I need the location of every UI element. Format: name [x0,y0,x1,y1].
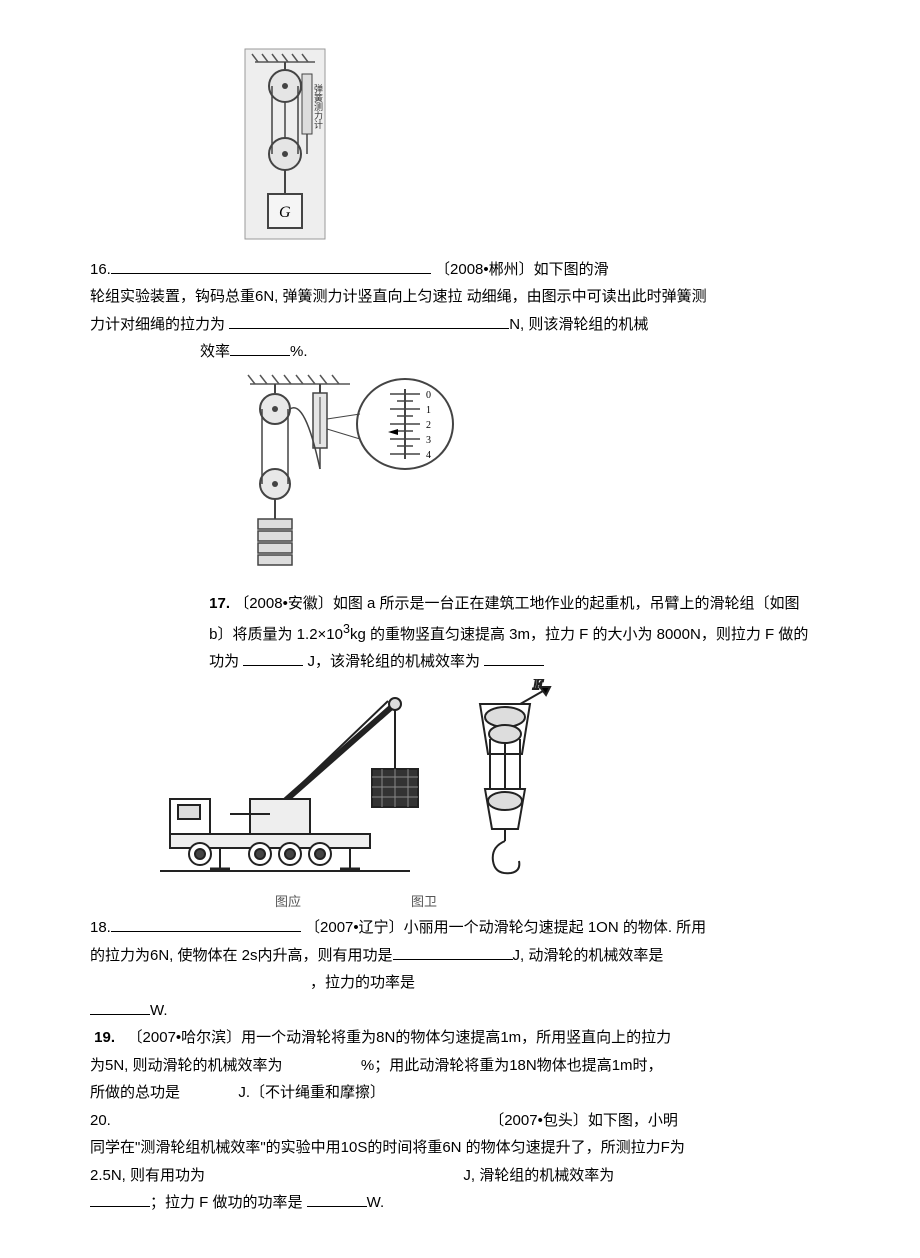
caption-fig-b: 图卫 [411,891,437,913]
crane-diagram: F [150,679,580,879]
q20-l4a: ；拉力 F 做功的功率是 [150,1194,303,1211]
q20-l3a: 2.5N, 则有用功为 [90,1167,205,1184]
q19-number: 19. [94,1029,115,1046]
scale-tick-0: 0 [426,390,431,401]
q19-line1: 〔2007•哈尔滨〕用一个动滑轮将重为8N的物体匀速提高1m，所用竖直向上的拉力 [128,1029,672,1046]
document-page: G 弹簧测力计 16. 〔2008•郴州〕如下图的滑 轮组实验装置，钩码总重6N… [0,0,920,1258]
q18-blank-work [393,944,513,960]
scale-tick-2: 2 [426,420,431,431]
q17-number: 17. [209,595,230,612]
q16-l4a: 效率 [200,343,230,360]
question-20-line2: 同学在"测滑轮组机械效率"的实验中用10S的时间将重6N 的物体匀速提升了，所测… [90,1135,830,1161]
q20-number: 20. [90,1112,111,1129]
question-18: 18. 〔2007•辽宁〕小丽用一个动滑轮匀速提起 1ON 的物体. 所用 [90,915,830,941]
q17-l3a: 功为 [209,653,239,670]
question-20-line3: 2.5N, 则有用功为 J, 滑轮组的机械效率为 [90,1163,830,1189]
q18-blank-lead [111,916,301,932]
figure-q15-pulley: G 弹簧测力计 [240,44,830,253]
q18-l2b: J, 动滑轮的机械效率是 [513,947,664,964]
scale-tick-4: 4 [426,450,431,461]
q16-blank-eff [230,340,290,356]
force-label-F: F [532,679,544,693]
question-16-line2: 轮组实验装置，钩码总重6N, 弹簧测力计竖直向上匀速拉 动细绳，由图示中可读出此… [90,284,830,310]
q20-blank-power [307,1191,367,1207]
spring-scale-label: 弹簧测力计 [313,83,323,130]
q18-l2a: 的拉力为6N, 使物体在 2s内升高，则有用功是 [90,947,393,964]
q18-number: 18. [90,919,111,936]
q20-l4b: W. [367,1194,385,1211]
q17-blank-eff [484,650,544,666]
question-20-line4: ；拉力 F 做功的功率是 W. [90,1190,830,1216]
question-19-line3: 所做的总功是 J.〔不计绳重和摩擦〕 [90,1080,830,1106]
caption-fig-a: 图应 [275,891,301,913]
question-16: 16. 〔2008•郴州〕如下图的滑 [90,257,830,283]
q18-l4: W. [150,1002,168,1019]
question-16-line3: 力计对细绳的拉力为 N, 则该滑轮组的机械 [90,312,830,338]
q20-blank-eff [90,1191,150,1207]
q17-l2b: kg 的重物竖直匀速提高 3m，拉力 F 的大小为 8000N，则拉力 F 做的 [350,626,808,643]
question-19-line2: 为5N, 则动滑轮的机械效率为 %；用此动滑轮将重为18N物体也提高1m时， [90,1053,830,1079]
q17-l3b: J，该滑轮组的机械效率为 [308,653,481,670]
pulley-diagram-16: 0 1 2 3 4 [240,369,460,579]
q20-src: 〔2007•包头〕如下图，小明 [489,1112,678,1129]
q16-source: 〔2008•郴州〕如下图的滑 [435,261,609,278]
q17-l2a: b〕将质量为 1.2×10 [209,626,343,643]
figure-q16-pulley-scale: 0 1 2 3 4 [240,369,830,588]
q19-l2a: 为5N, 则动滑轮的机械效率为 [90,1057,283,1074]
figure-q17-captions: 图应 图卫 [275,891,830,913]
q18-l3: ，拉力的功率是 [310,974,415,991]
q17-sup: 3 [343,622,350,636]
question-17-line3: 功为 J，该滑轮组的机械效率为 [90,649,830,675]
q16-blank-force [229,313,509,329]
q16-l4b: %. [290,343,308,360]
q19-l3b: J.〔不计绳重和摩擦〕 [238,1084,385,1101]
q16-number: 16. [90,261,111,278]
question-18-line2: 的拉力为6N, 使物体在 2s内升高，则有用功是 J, 动滑轮的机械效率是 [90,943,830,969]
q16-blank-lead [111,258,431,274]
question-18-line4: W. [90,998,830,1024]
question-16-line4: 效率%. [90,339,830,365]
q18-src: 〔2007•辽宁〕小丽用一个动滑轮匀速提起 1ON 的物体. 所用 [305,919,706,936]
q17-blank-work [243,650,303,666]
question-18-line3: ，拉力的功率是 [90,970,830,996]
scale-tick-1: 1 [426,405,431,416]
question-20: 20. 〔2007•包头〕如下图，小明 [90,1108,830,1134]
q16-l3b: N, 则该滑轮组的机械 [509,316,648,333]
figure-q17-crane: F [150,679,830,888]
q19-l2b: %；用此动滑轮将重为18N物体也提高1m时， [361,1057,663,1074]
scale-tick-3: 3 [426,435,431,446]
question-17-line2: b〕将质量为 1.2×103kg 的重物竖直匀速提高 3m，拉力 F 的大小为 … [90,619,830,648]
q16-l3a: 力计对细绳的拉力为 [90,316,225,333]
q18-blank-power [90,999,150,1015]
question-17: 17. 〔2008•安徽〕如图 a 所示是一台正在建筑工地作业的起重机，吊臂上的… [90,591,830,617]
weight-label-G: G [279,204,291,221]
pulley-diagram-15: G 弹簧测力计 [240,44,330,244]
question-19: 19. 〔2007•哈尔滨〕用一个动滑轮将重为8N的物体匀速提高1m，所用竖直向… [90,1025,830,1051]
q20-l3b: J, 滑轮组的机械效率为 [463,1167,614,1184]
q19-l3a: 所做的总功是 [90,1084,180,1101]
q17-line1: 〔2008•安徽〕如图 a 所示是一台正在建筑工地作业的起重机，吊臂上的滑轮组〔… [234,595,799,612]
